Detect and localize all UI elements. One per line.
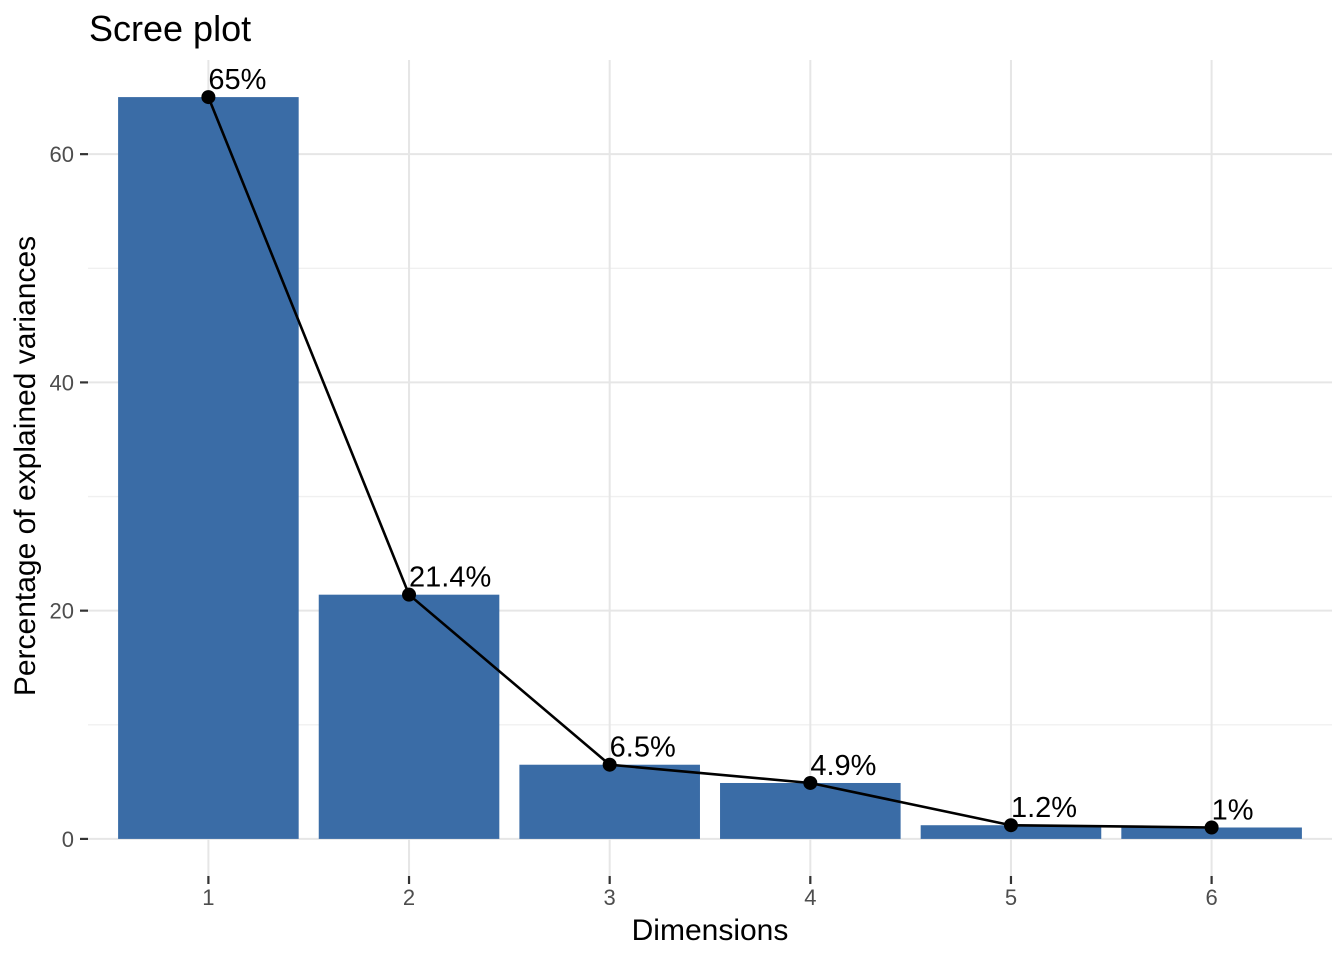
y-axis-tick-label: 40: [50, 370, 74, 395]
x-axis-tick-label: 1: [202, 885, 214, 910]
x-axis-title: Dimensions: [631, 914, 789, 947]
data-point-dim-4: [803, 775, 818, 790]
data-label-dim-1: 65%: [208, 64, 266, 96]
data-label-dim-4: 4.9%: [810, 750, 876, 782]
variance-line: [207, 96, 1212, 829]
data-label-dim-2: 21.4%: [409, 562, 491, 594]
x-axis-tick-label: 2: [403, 885, 415, 910]
bar-dim-4: [720, 782, 901, 839]
bar-dim-3: [519, 764, 700, 839]
y-axis-title: Percentage of explained variances: [9, 235, 42, 697]
x-axis-tick-label: 3: [604, 885, 616, 910]
y-axis-tick-label: 60: [50, 142, 74, 167]
x-axis-tick-label: 6: [1205, 885, 1217, 910]
bar-dim-2: [318, 594, 500, 839]
data-point-dim-1: [201, 90, 216, 105]
data-label-dim-5: 1.2%: [1011, 792, 1077, 824]
y-axis-tick-label: 0: [62, 827, 74, 852]
y-axis-tick-label: 20: [50, 599, 74, 624]
x-axis-tick-label: 5: [1005, 885, 1017, 910]
x-axis-tick-label: 4: [804, 885, 816, 910]
chart-title: Scree plot: [89, 8, 252, 49]
data-point-dim-6: [1204, 820, 1219, 835]
data-label-dim-3: 6.5%: [610, 732, 676, 764]
data-point-dim-2: [402, 587, 417, 602]
data-point-dim-3: [602, 757, 617, 772]
bar-dim-1: [118, 97, 299, 839]
data-point-dim-5: [1003, 818, 1018, 833]
data-label-dim-6: 1%: [1212, 794, 1254, 826]
